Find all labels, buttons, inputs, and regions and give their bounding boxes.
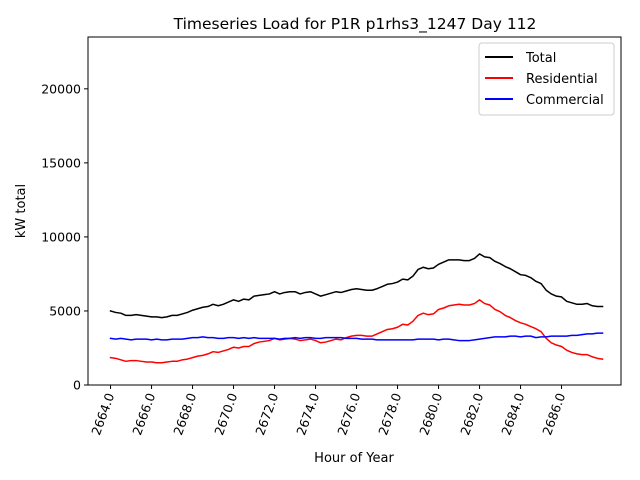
y-tick-label: 15000 [41, 155, 81, 170]
legend-label-total: Total [525, 51, 556, 66]
legend: Total Residential Commercial [478, 42, 615, 116]
series-line-residential [109, 299, 604, 364]
series-layer [109, 253, 604, 364]
chart-title: Timeseries Load for P1R p1rhs3_1247 Day … [173, 15, 537, 34]
y-axis-label: kW total [14, 184, 29, 238]
plot-frame [87, 36, 622, 386]
legend-label-commercial: Commercial [526, 93, 604, 108]
y-tick-label: 5000 [49, 303, 81, 318]
series-line-commercial [109, 332, 604, 342]
legend-label-residential: Residential [526, 72, 598, 87]
y-tick-label: 10000 [41, 229, 81, 244]
y-axis: 0 5000 10000 15000 20000 [41, 81, 88, 393]
y-tick-label: 0 [73, 378, 81, 393]
x-axis-label: Hour of Year [314, 451, 394, 466]
legend-box [478, 42, 615, 116]
series-line-total [109, 253, 604, 319]
y-tick-label: 20000 [41, 81, 81, 96]
